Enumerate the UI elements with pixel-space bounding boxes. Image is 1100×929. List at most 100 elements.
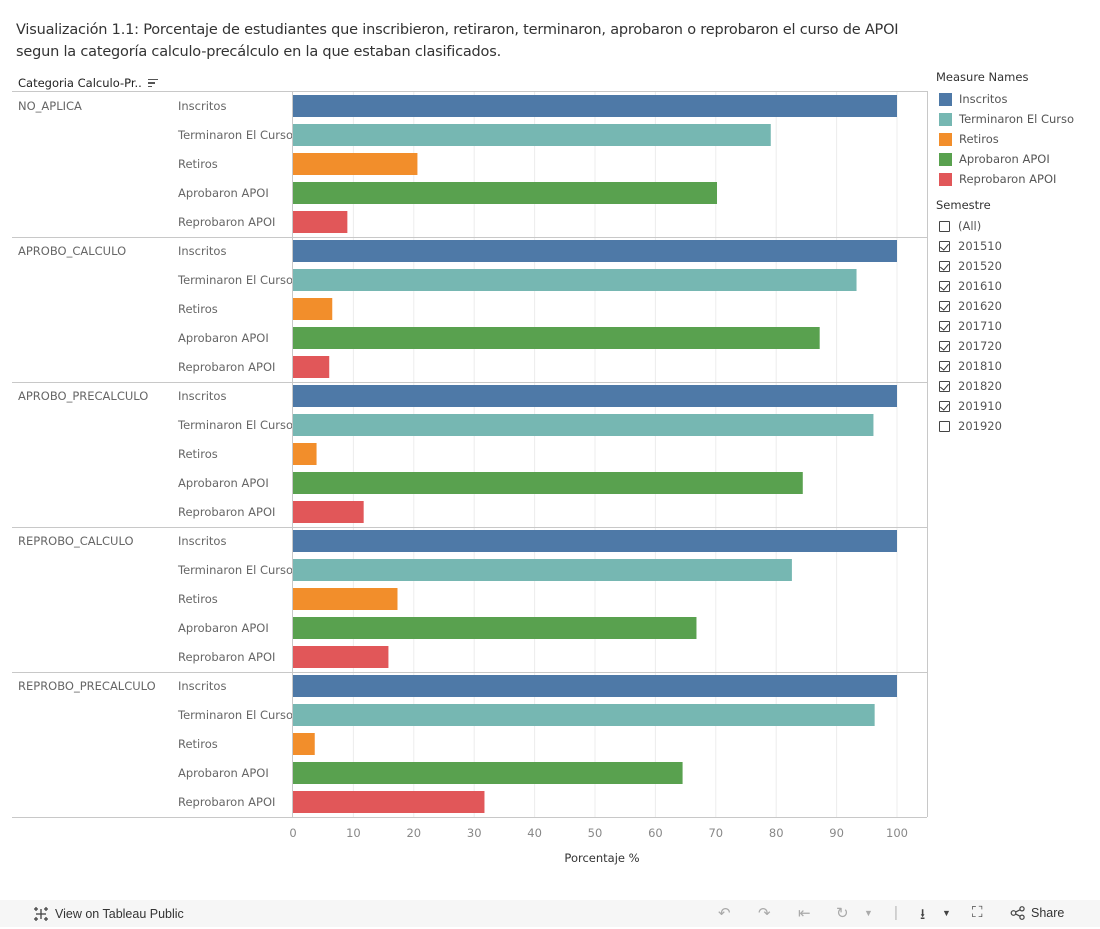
checkbox[interactable] bbox=[939, 280, 950, 292]
bottom-toolbar: View on Tableau Public ↶ ↷ ⇤ ↻ ▼ | ⭳ ▼ ⛶… bbox=[0, 900, 1100, 927]
column-header-label: Categoria Calculo-Pr.. bbox=[18, 76, 142, 90]
bar[interactable] bbox=[293, 733, 315, 755]
pause-dropdown-icon[interactable]: ▼ bbox=[864, 908, 873, 918]
filter-option-label: 201510 bbox=[958, 239, 1002, 253]
fullscreen-icon[interactable]: ⛶ bbox=[972, 904, 983, 921]
bar[interactable] bbox=[293, 356, 330, 378]
bar[interactable] bbox=[293, 153, 418, 175]
filter-option[interactable]: 201910 bbox=[936, 396, 1002, 416]
filter-option[interactable]: 201710 bbox=[936, 316, 1002, 336]
undo-icon[interactable]: ↶ bbox=[718, 905, 731, 922]
filter-option[interactable]: 201510 bbox=[936, 236, 1002, 256]
legend-swatch bbox=[939, 152, 952, 166]
category-label: APROBO_CALCULO bbox=[18, 244, 126, 258]
measure-label: Retiros bbox=[178, 447, 218, 461]
column-header[interactable]: Categoria Calculo-Pr.. bbox=[18, 76, 158, 90]
checkbox[interactable] bbox=[939, 240, 950, 252]
bar[interactable] bbox=[293, 327, 820, 349]
bar[interactable] bbox=[293, 414, 874, 436]
toolbar-separator: | bbox=[894, 904, 898, 921]
x-axis-title: Porcentaje % bbox=[564, 851, 639, 865]
bar[interactable] bbox=[293, 95, 897, 117]
x-tick-label: 60 bbox=[648, 826, 663, 840]
legend-item[interactable]: Reprobaron APOI bbox=[936, 169, 1074, 189]
legend-label: Retiros bbox=[959, 132, 999, 146]
x-tick-label: 0 bbox=[289, 826, 296, 840]
bar[interactable] bbox=[293, 124, 771, 146]
bar[interactable] bbox=[293, 617, 697, 639]
checkbox[interactable] bbox=[939, 340, 950, 352]
legend-item[interactable]: Inscritos bbox=[936, 89, 1074, 109]
refresh-icon[interactable]: ↻ bbox=[836, 905, 849, 922]
revert-icon[interactable]: ⇤ bbox=[798, 905, 811, 922]
x-tick-label: 10 bbox=[346, 826, 361, 840]
bar[interactable] bbox=[293, 298, 333, 320]
bar[interactable] bbox=[293, 269, 857, 291]
x-tick-label: 40 bbox=[527, 826, 542, 840]
checkbox[interactable] bbox=[939, 360, 950, 372]
bar[interactable] bbox=[293, 762, 683, 784]
checkbox[interactable] bbox=[939, 220, 950, 232]
legend-swatch bbox=[939, 112, 952, 126]
checkbox[interactable] bbox=[939, 320, 950, 332]
filter-option-label: 201820 bbox=[958, 379, 1002, 393]
checkbox[interactable] bbox=[939, 400, 950, 412]
legend-item[interactable]: Aprobaron APOI bbox=[936, 149, 1074, 169]
filter-option[interactable]: 201520 bbox=[936, 256, 1002, 276]
checkbox[interactable] bbox=[939, 380, 950, 392]
legend-label: Inscritos bbox=[959, 92, 1008, 106]
bar[interactable] bbox=[293, 182, 718, 204]
bar[interactable] bbox=[293, 704, 875, 726]
view-on-tableau-link[interactable]: View on Tableau Public bbox=[33, 906, 184, 922]
legend-item[interactable]: Retiros bbox=[936, 129, 1074, 149]
x-tick-label: 50 bbox=[588, 826, 603, 840]
measure-label: Aprobaron APOI bbox=[178, 621, 269, 635]
bar[interactable] bbox=[293, 211, 348, 233]
checkbox[interactable] bbox=[939, 420, 950, 432]
bar[interactable] bbox=[293, 588, 398, 610]
bar[interactable] bbox=[293, 530, 897, 552]
legend-label: Aprobaron APOI bbox=[959, 152, 1050, 166]
bar[interactable] bbox=[293, 559, 792, 581]
tableau-logo-icon bbox=[34, 907, 48, 921]
measure-label: Inscritos bbox=[178, 679, 226, 693]
share-icon bbox=[1010, 906, 1025, 920]
filter-option[interactable]: 201610 bbox=[936, 276, 1002, 296]
filter-option[interactable]: (All) bbox=[936, 216, 1002, 236]
legend-swatch bbox=[939, 132, 952, 146]
sort-icon[interactable] bbox=[147, 78, 158, 88]
measure-label: Inscritos bbox=[178, 389, 226, 403]
download-icon[interactable]: ⭳ bbox=[920, 906, 926, 923]
legend-swatch bbox=[939, 172, 952, 186]
measure-label: Retiros bbox=[178, 592, 218, 606]
bar[interactable] bbox=[293, 501, 364, 523]
bar[interactable] bbox=[293, 443, 317, 465]
share-button[interactable]: Share bbox=[1010, 906, 1064, 920]
filter-option-label: 201810 bbox=[958, 359, 1002, 373]
filter-option[interactable]: 201720 bbox=[936, 336, 1002, 356]
checkbox[interactable] bbox=[939, 260, 950, 272]
legend-item[interactable]: Terminaron El Curso bbox=[936, 109, 1074, 129]
bar[interactable] bbox=[293, 240, 897, 262]
filter-option[interactable]: 201820 bbox=[936, 376, 1002, 396]
checkbox[interactable] bbox=[939, 300, 950, 312]
measure-label: Aprobaron APOI bbox=[178, 476, 269, 490]
filter-option[interactable]: 201810 bbox=[936, 356, 1002, 376]
bar[interactable] bbox=[293, 385, 897, 407]
x-tick-label: 20 bbox=[406, 826, 421, 840]
measure-label: Inscritos bbox=[178, 244, 226, 258]
filter-option-label: (All) bbox=[958, 219, 982, 233]
measure-label: Reprobaron APOI bbox=[178, 360, 275, 374]
bar[interactable] bbox=[293, 675, 897, 697]
measure-label: Inscritos bbox=[178, 99, 226, 113]
bar[interactable] bbox=[293, 791, 485, 813]
header-divider bbox=[12, 91, 928, 92]
legend-measure-names: Measure Names Inscritos Terminaron El Cur… bbox=[936, 70, 1074, 189]
bar[interactable] bbox=[293, 646, 389, 668]
filter-option[interactable]: 201620 bbox=[936, 296, 1002, 316]
filter-option[interactable]: 201920 bbox=[936, 416, 1002, 436]
redo-icon[interactable]: ↷ bbox=[758, 905, 771, 922]
bar[interactable] bbox=[293, 472, 803, 494]
measure-label: Aprobaron APOI bbox=[178, 766, 269, 780]
download-dropdown-icon[interactable]: ▼ bbox=[942, 908, 951, 918]
